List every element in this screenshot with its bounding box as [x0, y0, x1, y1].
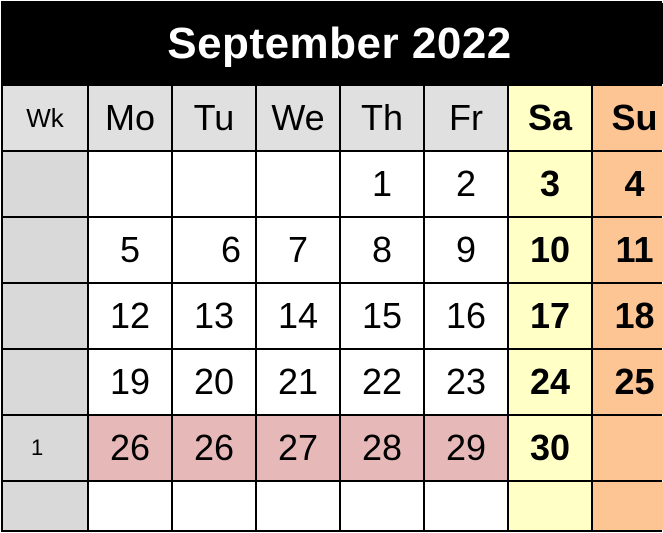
- day-cell[interactable]: [173, 152, 255, 216]
- header-wednesday: We: [257, 86, 339, 150]
- day-cell[interactable]: [257, 152, 339, 216]
- day-cell-saturday[interactable]: 24: [509, 350, 591, 414]
- day-cell-sunday[interactable]: 18: [593, 284, 663, 348]
- day-cell-sunday[interactable]: 25: [593, 350, 663, 414]
- header-monday: Mo: [89, 86, 171, 150]
- day-cell[interactable]: [89, 482, 171, 530]
- day-cell[interactable]: 12: [89, 284, 171, 348]
- day-cell[interactable]: 15: [341, 284, 423, 348]
- day-cell[interactable]: 16: [425, 284, 507, 348]
- header-week: Wk: [3, 86, 87, 150]
- day-cell[interactable]: [425, 482, 507, 530]
- day-cell-sunday[interactable]: 11: [593, 218, 663, 282]
- day-cell[interactable]: 5: [89, 218, 171, 282]
- week-number: 1: [3, 416, 87, 480]
- header-sunday: Su: [593, 86, 663, 150]
- day-cell[interactable]: [341, 482, 423, 530]
- day-cell-highlighted[interactable]: 28: [341, 416, 423, 480]
- day-cell[interactable]: 7: [257, 218, 339, 282]
- day-cell[interactable]: 8: [341, 218, 423, 282]
- day-cell-sunday[interactable]: 4: [593, 152, 663, 216]
- day-cell[interactable]: 1: [341, 152, 423, 216]
- day-cell-saturday[interactable]: 17: [509, 284, 591, 348]
- day-cell-saturday[interactable]: [509, 482, 591, 530]
- header-saturday: Sa: [509, 86, 591, 150]
- day-cell-saturday[interactable]: 3: [509, 152, 591, 216]
- day-cell-sunday[interactable]: [593, 416, 663, 480]
- day-cell[interactable]: 22: [341, 350, 423, 414]
- header-friday: Fr: [425, 86, 507, 150]
- day-cell-highlighted[interactable]: 26: [173, 416, 255, 480]
- day-cell[interactable]: 2: [425, 152, 507, 216]
- day-cell-saturday[interactable]: 10: [509, 218, 591, 282]
- day-cell[interactable]: 23: [425, 350, 507, 414]
- day-cell[interactable]: 13: [173, 284, 255, 348]
- week-number: [3, 218, 87, 282]
- day-cell-sunday[interactable]: [593, 482, 663, 530]
- day-cell[interactable]: [257, 482, 339, 530]
- day-cell[interactable]: 9: [425, 218, 507, 282]
- day-cell[interactable]: [173, 482, 255, 530]
- day-cell[interactable]: 21: [257, 350, 339, 414]
- day-cell[interactable]: 14: [257, 284, 339, 348]
- header-tuesday: Tu: [173, 86, 255, 150]
- week-number: [3, 350, 87, 414]
- day-cell-highlighted[interactable]: 29: [425, 416, 507, 480]
- day-cell[interactable]: 20: [173, 350, 255, 414]
- day-cell[interactable]: 6: [173, 218, 255, 282]
- week-number: [3, 152, 87, 216]
- day-cell[interactable]: 19: [89, 350, 171, 414]
- week-number: [3, 482, 87, 530]
- day-cell-highlighted[interactable]: 26: [89, 416, 171, 480]
- week-number: [3, 284, 87, 348]
- header-thursday: Th: [341, 86, 423, 150]
- day-cell-saturday[interactable]: 30: [509, 416, 591, 480]
- day-cell[interactable]: [89, 152, 171, 216]
- calendar-title: September 2022: [3, 3, 663, 84]
- day-cell-highlighted[interactable]: 27: [257, 416, 339, 480]
